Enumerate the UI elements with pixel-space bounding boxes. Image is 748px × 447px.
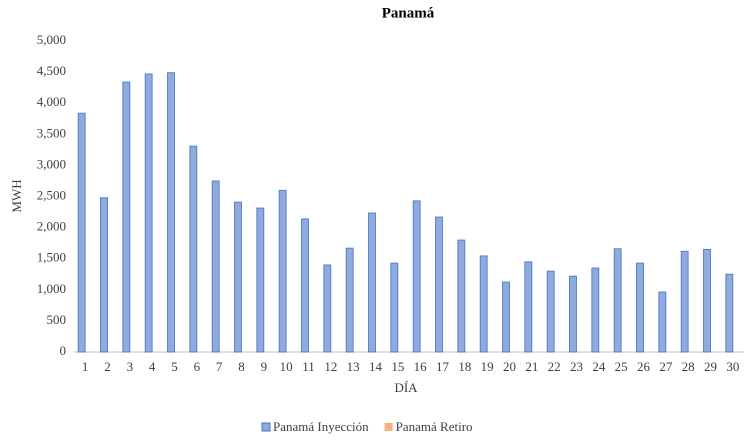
bar (479, 255, 488, 353)
y-tick-label: 0 (60, 343, 67, 358)
x-tick-label: 13 (347, 359, 360, 374)
x-tick-label: 1 (82, 359, 89, 374)
bar (77, 112, 86, 353)
x-tick-label: 3 (127, 359, 134, 374)
legend-swatch (384, 423, 393, 431)
x-tick-label: 8 (238, 359, 245, 374)
bar (278, 189, 287, 353)
bar (613, 248, 622, 353)
y-tick-label: 3,500 (37, 125, 66, 140)
x-tick-label: 29 (704, 359, 717, 374)
legend-label: Panamá Retiro (396, 419, 473, 434)
bar (301, 218, 309, 353)
x-tick-label: 30 (726, 359, 739, 374)
x-tick-label: 18 (458, 359, 471, 374)
x-tick-label: 24 (592, 359, 606, 374)
x-tick-label: 10 (280, 359, 293, 374)
bar (502, 281, 510, 353)
x-tick-label: 7 (216, 359, 223, 374)
x-tick-label: 11 (302, 359, 315, 374)
x-tick-label: 17 (436, 359, 450, 374)
bar (546, 270, 555, 353)
bar (211, 180, 220, 353)
bar (323, 264, 332, 353)
x-tick-label: 28 (682, 359, 695, 374)
x-tick-label: 19 (481, 359, 494, 374)
bar (725, 273, 734, 353)
bar (524, 261, 533, 353)
y-tick-label: 5,000 (37, 32, 66, 47)
x-tick-label: 25 (615, 359, 628, 374)
bar (703, 248, 711, 353)
y-tick-label: 500 (47, 312, 67, 327)
x-tick-label: 20 (503, 359, 516, 374)
x-tick-label: 26 (637, 359, 651, 374)
bar (680, 250, 689, 353)
x-tick-label: 12 (324, 359, 337, 374)
x-tick-label: 23 (570, 359, 583, 374)
chart-title: Panamá (382, 5, 435, 21)
x-tick-label: 27 (659, 359, 673, 374)
y-tick-label: 2,000 (37, 219, 66, 234)
y-tick-label: 1,500 (37, 250, 66, 265)
x-tick-label: 22 (548, 359, 561, 374)
x-tick-label: 2 (104, 359, 111, 374)
x-tick-label: 4 (149, 359, 156, 374)
bar (569, 275, 577, 353)
y-tick-label: 2,500 (37, 187, 66, 202)
bar (256, 207, 265, 353)
x-tick-label: 5 (171, 359, 178, 374)
bar (658, 291, 667, 353)
x-tick-label: 14 (369, 359, 383, 374)
bar (368, 212, 376, 353)
legend-label: Panamá Inyección (273, 419, 369, 434)
bar (412, 200, 421, 353)
bar (435, 216, 443, 353)
bar (167, 72, 175, 353)
legend-swatch (261, 422, 271, 432)
y-tick-label: 4,000 (37, 94, 66, 109)
bar (345, 247, 354, 353)
x-axis-label: DÍA (394, 380, 418, 395)
bar (636, 262, 644, 353)
x-tick-label: 9 (261, 359, 268, 374)
y-tick-label: 1,000 (37, 281, 66, 296)
y-tick-label: 4,500 (37, 63, 66, 78)
bar (100, 197, 108, 353)
y-tick-label: 3,000 (37, 156, 66, 171)
x-tick-label: 16 (414, 359, 428, 374)
bar (234, 201, 242, 353)
bar (457, 239, 466, 353)
x-tick-label: 15 (391, 359, 404, 374)
x-tick-label: 6 (194, 359, 201, 374)
x-tick-label: 21 (525, 359, 538, 374)
bar (591, 267, 600, 353)
y-axis-label: MWH (9, 179, 24, 212)
bar (390, 262, 399, 353)
bar (189, 145, 198, 353)
bar (144, 73, 153, 353)
bar (122, 81, 131, 353)
